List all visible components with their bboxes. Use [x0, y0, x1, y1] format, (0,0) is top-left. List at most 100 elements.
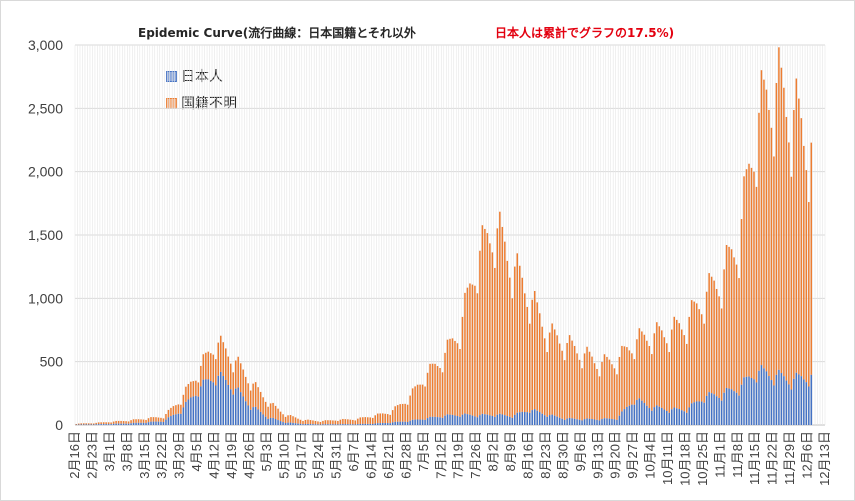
x-tick-label: 8月23日 — [538, 431, 553, 479]
bar-unknown — [140, 419, 142, 423]
bar-unknown — [613, 368, 616, 420]
bar-japanese — [97, 424, 100, 425]
bar-japanese — [710, 393, 713, 425]
bar-japanese — [205, 379, 207, 425]
bar-japanese — [367, 423, 369, 425]
bar-unknown — [396, 405, 399, 422]
bar-unknown — [100, 422, 102, 425]
bar-japanese — [160, 421, 162, 425]
bar-unknown — [683, 335, 685, 412]
bar-japanese — [613, 419, 616, 425]
x-tick-label: 10月11日 — [660, 431, 675, 485]
bar-japanese — [656, 405, 658, 425]
bar-japanese — [200, 386, 202, 425]
bar-unknown — [337, 420, 339, 425]
bar-japanese — [558, 417, 561, 425]
bar-japanese — [319, 424, 322, 425]
bar-japanese — [197, 396, 200, 425]
bar-unknown — [506, 260, 509, 417]
bar-japanese — [394, 421, 396, 425]
bar-japanese — [117, 423, 120, 425]
bar-japanese — [244, 401, 247, 425]
bar-unknown — [309, 420, 312, 425]
bar-unknown — [247, 383, 249, 406]
x-tick-label: 5月24日 — [311, 431, 326, 479]
bar-japanese — [641, 400, 643, 425]
x-tick-label: 8月2日 — [486, 431, 501, 471]
bar-unknown — [758, 112, 760, 371]
bar-japanese — [444, 415, 446, 425]
bar-unknown — [132, 419, 135, 423]
bar-unknown — [217, 342, 220, 376]
bar-japanese — [439, 417, 441, 425]
bar-japanese — [474, 416, 476, 425]
bar-japanese — [314, 424, 317, 425]
bar-japanese — [374, 423, 376, 425]
bar-japanese — [459, 416, 461, 425]
bar-japanese — [80, 424, 82, 425]
bar-unknown — [292, 416, 294, 423]
bar-unknown — [763, 79, 765, 369]
bar-japanese — [616, 419, 618, 425]
bar-unknown — [376, 413, 379, 424]
bar-japanese — [274, 419, 277, 425]
bar-japanese — [790, 389, 793, 425]
bar-unknown — [391, 410, 394, 423]
bar-japanese — [259, 411, 262, 425]
bar-unknown — [586, 346, 588, 419]
bar-unknown — [357, 418, 359, 425]
bar-unknown — [215, 359, 217, 386]
bar-unknown — [411, 388, 414, 420]
bar-unknown — [800, 118, 803, 377]
bar-japanese — [486, 414, 489, 425]
bar-japanese — [252, 407, 254, 425]
x-tick-label: 8月9日 — [503, 431, 518, 471]
bar-unknown — [675, 319, 678, 409]
bar-japanese — [770, 380, 773, 425]
bar-unknown — [269, 403, 272, 418]
x-tick-label: 8月16日 — [520, 431, 535, 479]
bar-unknown — [606, 356, 608, 419]
bar-unknown — [342, 418, 344, 425]
bar-japanese — [643, 402, 646, 425]
bar-japanese — [187, 399, 190, 425]
bar-japanese — [399, 421, 401, 425]
bar-unknown — [115, 420, 117, 424]
bar-japanese — [454, 415, 456, 425]
bar-unknown — [254, 382, 257, 407]
bar-japanese — [668, 412, 671, 425]
bar-unknown — [329, 420, 332, 425]
bar-unknown — [748, 163, 750, 377]
bar-japanese — [556, 416, 558, 425]
bar-unknown — [122, 421, 125, 424]
bar-unknown — [648, 346, 651, 409]
bar-unknown — [381, 413, 384, 424]
bar-japanese — [780, 373, 783, 425]
x-tick-label: 3月22日 — [154, 431, 169, 479]
bar-japanese — [369, 423, 372, 425]
bar-unknown — [531, 299, 533, 411]
bar-japanese — [524, 412, 526, 425]
bar-unknown — [461, 316, 464, 415]
x-tick-label: 9月20日 — [608, 431, 623, 479]
bar-japanese — [738, 395, 740, 425]
bar-japanese — [155, 421, 157, 425]
bar-japanese — [601, 419, 603, 425]
bar-japanese — [312, 424, 314, 425]
legend-swatch-japanese — [166, 70, 177, 82]
chart-subtitle-red: 日本人は累計でグラフの17.5%) — [495, 26, 675, 40]
bar-japanese — [571, 418, 573, 425]
bar-unknown — [272, 402, 274, 418]
bar-unknown — [489, 243, 491, 416]
bar-japanese — [608, 418, 611, 425]
bar-unknown — [738, 278, 740, 396]
bar-japanese — [95, 424, 97, 425]
bar-unknown — [504, 241, 506, 416]
bar-japanese — [785, 380, 788, 425]
bar-japanese — [147, 422, 150, 425]
bar-japanese — [566, 418, 568, 425]
x-tick-label: 5月10日 — [276, 431, 291, 479]
bar-japanese — [87, 424, 90, 425]
bar-japanese — [469, 414, 471, 425]
bar-japanese — [466, 414, 469, 425]
